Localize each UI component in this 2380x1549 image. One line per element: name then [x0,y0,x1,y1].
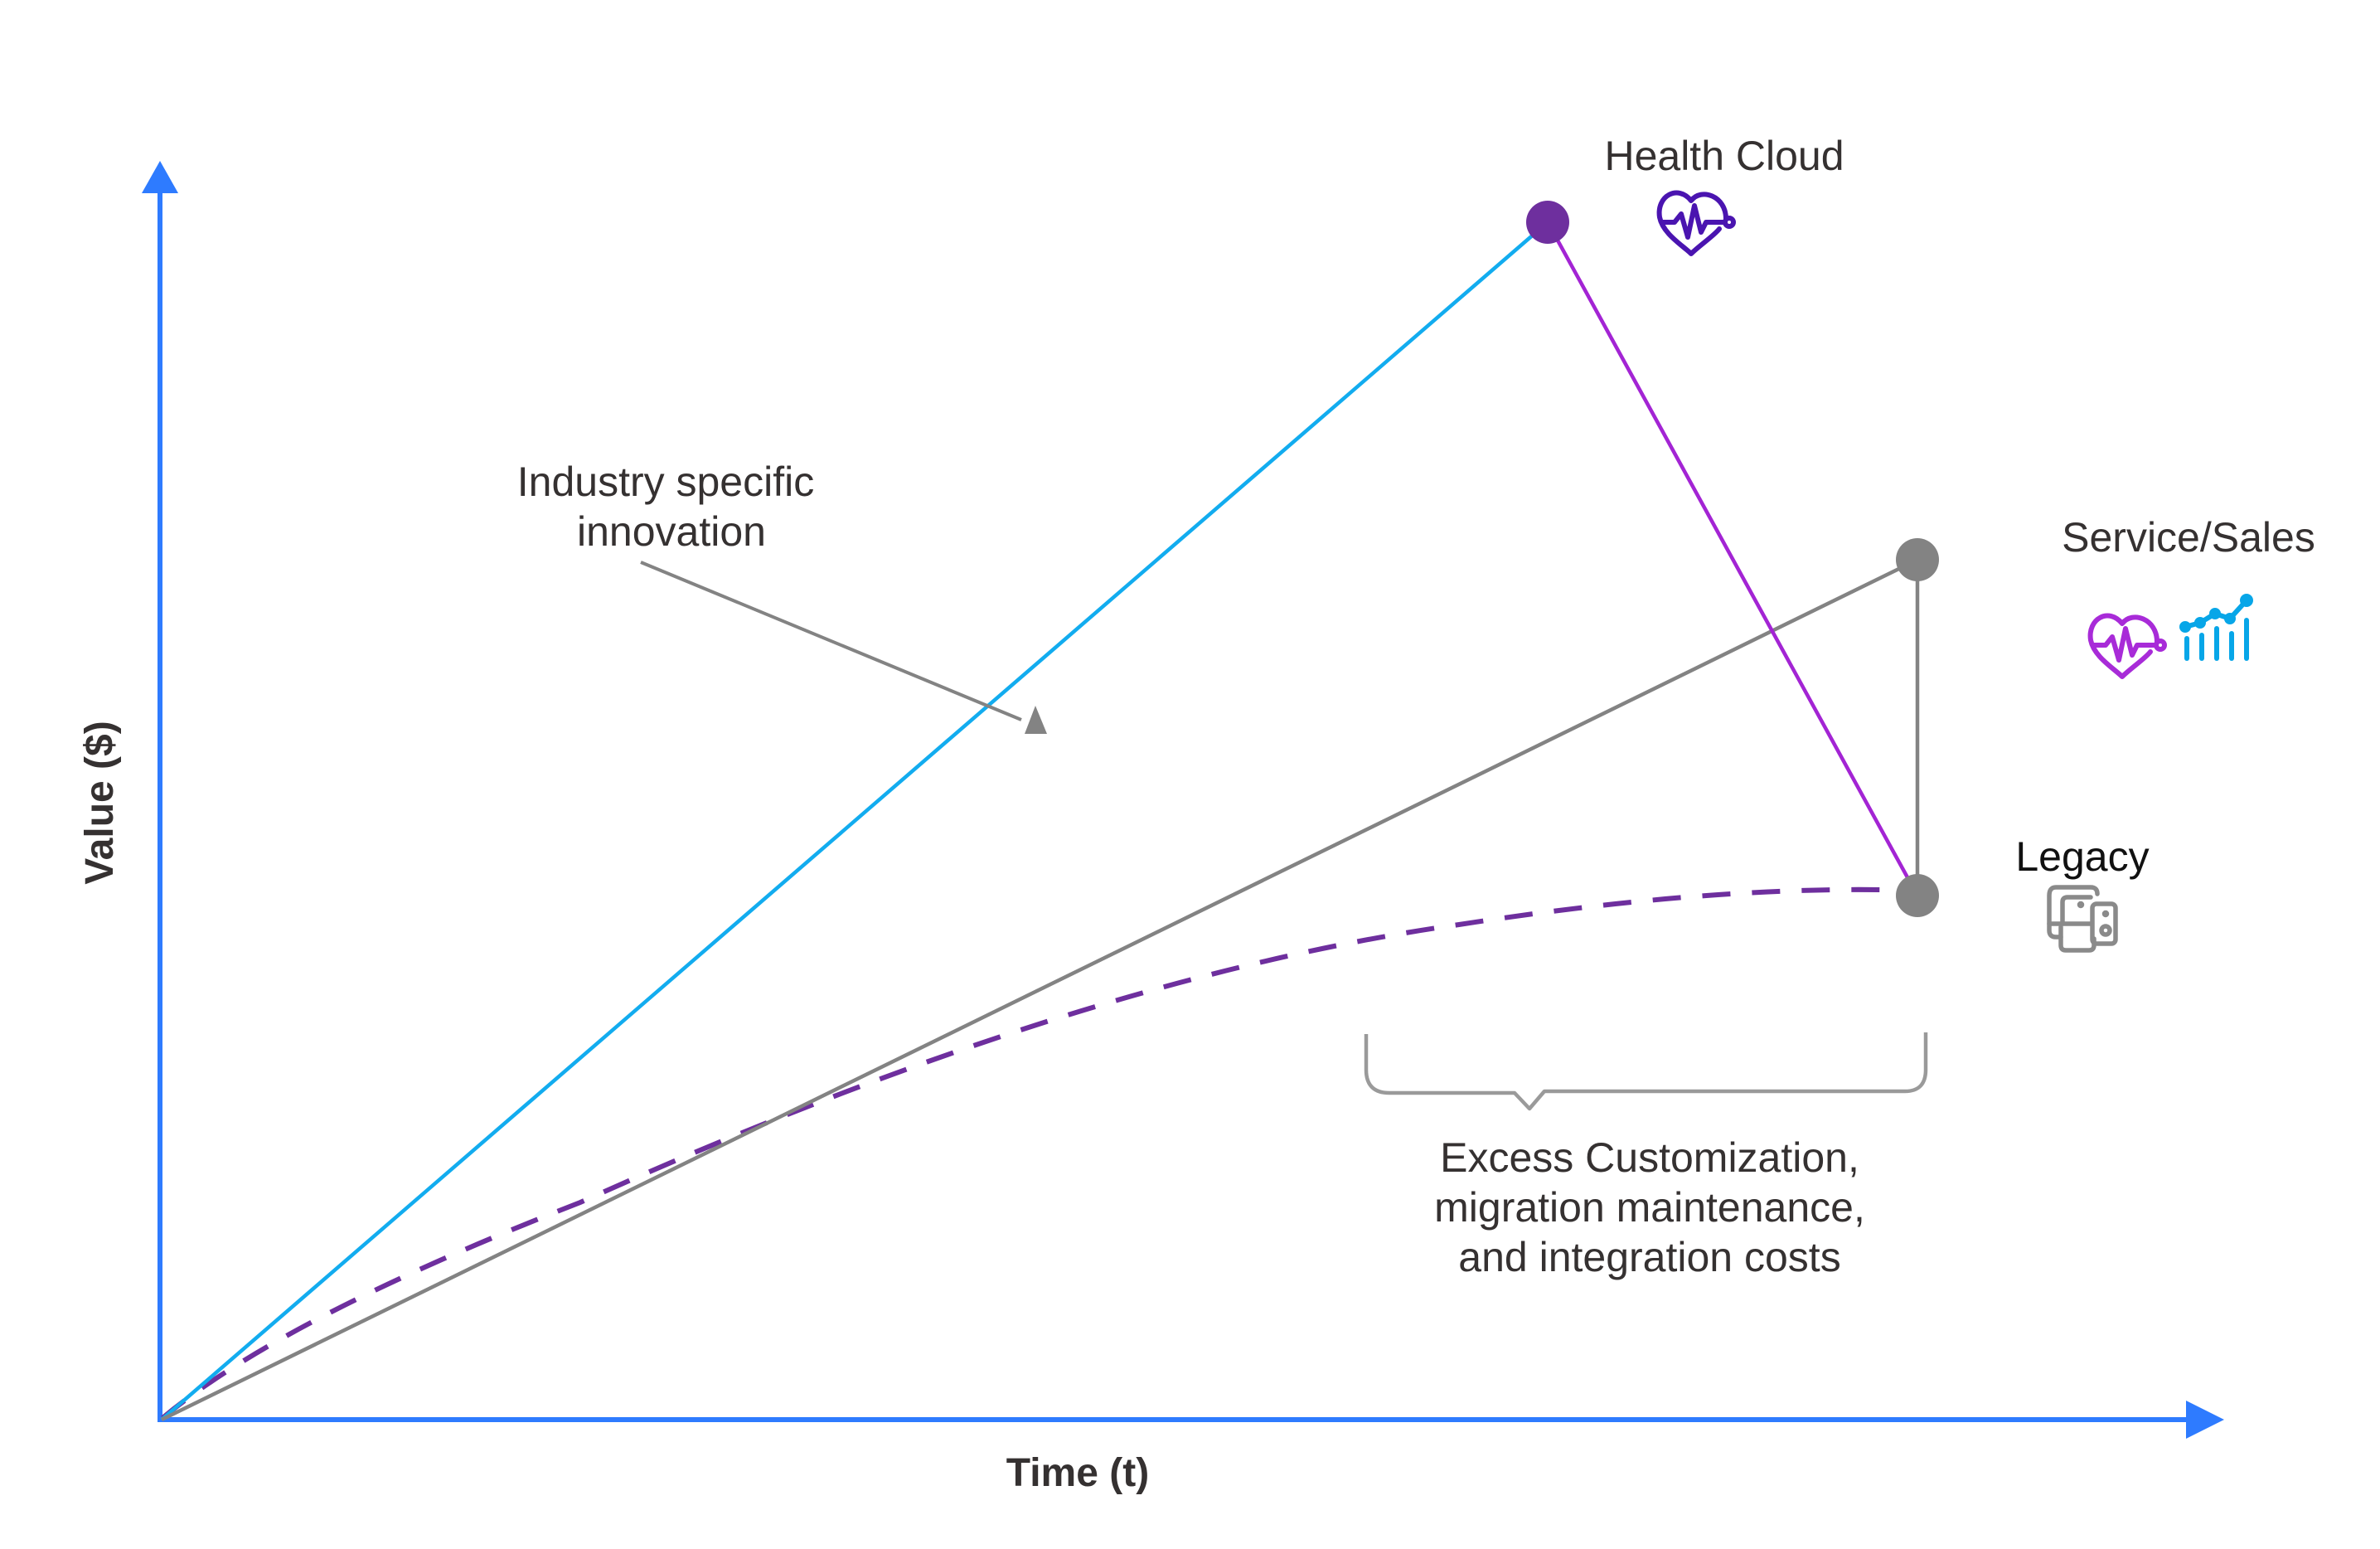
legacy-label: Legacy [2015,833,2149,880]
innovation-pointer-arrowhead-icon [1025,706,1047,734]
legacy-curve [161,886,1883,1420]
service-sales-growth-chart-icon [2179,594,2253,661]
excess-costs-label-line3: and integration costs [1458,1234,1840,1280]
x-axis-label: Time (t) [1006,1451,1149,1495]
service-sales-heart-pulse-icon [2087,613,2167,679]
health-cloud-drop-line [1546,221,1919,897]
innovation-pointer-line [640,561,1022,721]
y-axis-label: Value ($) [78,721,122,884]
legacy-devices-icon [2047,885,2118,953]
excess-costs-label-line2: migration maintenance, [1434,1184,1865,1231]
service-sales-line [161,557,1918,1422]
excess-costs-label-line1: Excess Customization, [1440,1134,1859,1181]
health-cloud-heart-pulse-icon [1656,190,1736,256]
x-axis-arrowhead-icon [2186,1401,2224,1439]
legacy-node [1896,874,1939,917]
health-cloud-node [1526,201,1569,244]
y-axis-arrowhead-icon [142,161,178,193]
innovation-label-line1: Industry specific [517,459,814,505]
excess-costs-bracket [1364,1032,1928,1111]
health-cloud-line [160,221,1549,1421]
service-sales-label: Service/Sales [2062,514,2315,561]
axes [142,161,2224,1439]
health-cloud-label: Health Cloud [1604,133,1844,179]
innovation-label-line2: innovation [577,508,766,555]
service-sales-node [1896,538,1939,581]
